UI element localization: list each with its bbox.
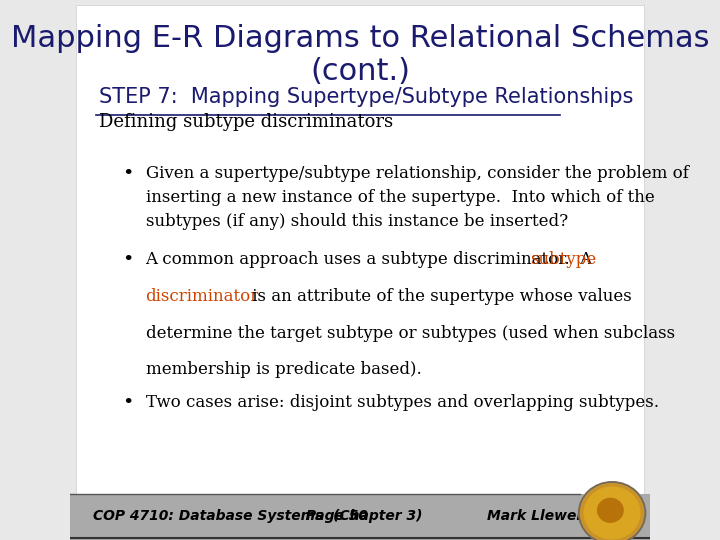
Text: Defining subtype discriminators: Defining subtype discriminators (99, 113, 393, 131)
Text: A common approach uses a subtype discriminator.  A: A common approach uses a subtype discrim… (145, 251, 603, 268)
Circle shape (584, 487, 640, 539)
Text: (cont.): (cont.) (310, 57, 410, 86)
Text: Mapping E-R Diagrams to Relational Schemas: Mapping E-R Diagrams to Relational Schem… (11, 24, 709, 53)
Circle shape (578, 482, 646, 540)
Text: •: • (122, 251, 134, 269)
FancyBboxPatch shape (71, 494, 649, 540)
Text: Two cases arise: disjoint subtypes and overlapping subtypes.: Two cases arise: disjoint subtypes and o… (145, 394, 659, 411)
FancyBboxPatch shape (76, 5, 644, 494)
Text: •: • (122, 394, 134, 412)
Text: Given a supertype/subtype relationship, consider the problem of
inserting a new : Given a supertype/subtype relationship, … (145, 165, 688, 230)
Circle shape (579, 482, 645, 540)
Text: STEP 7:  Mapping Supertype/Subtype Relationships: STEP 7: Mapping Supertype/Subtype Relati… (99, 87, 634, 107)
Text: is an attribute of the supertype whose values: is an attribute of the supertype whose v… (247, 288, 631, 305)
Text: Mark Llewellyn: Mark Llewellyn (487, 509, 606, 523)
Text: Page 50: Page 50 (306, 509, 368, 523)
Text: determine the target subtype or subtypes (used when subclass: determine the target subtype or subtypes… (145, 325, 675, 341)
Text: •: • (122, 165, 134, 183)
Text: COP 4710: Database Systems  (Chapter 3): COP 4710: Database Systems (Chapter 3) (94, 509, 423, 523)
Text: membership is predicate based).: membership is predicate based). (145, 361, 421, 378)
Text: subtype: subtype (530, 251, 596, 268)
Circle shape (598, 498, 623, 522)
Text: discriminator: discriminator (145, 288, 258, 305)
